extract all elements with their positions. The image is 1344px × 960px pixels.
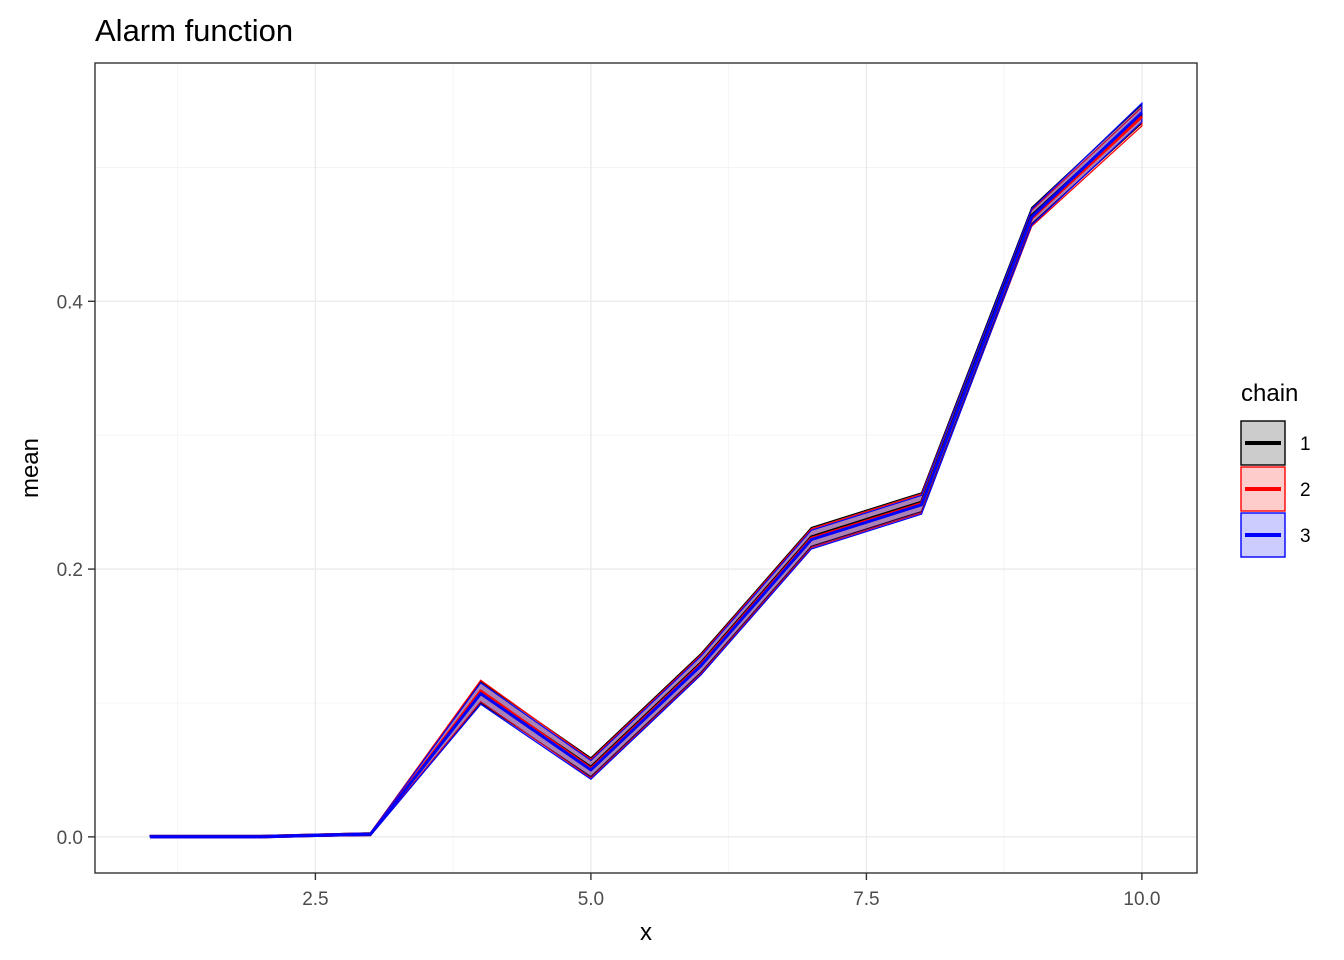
x-axis-title: x	[640, 919, 652, 946]
x-tick-label-2: 7.5	[853, 889, 879, 910]
legend-entry-3: 3	[1240, 512, 1311, 558]
line-chain-1	[150, 112, 1143, 839]
y-tick-label-0: 0.0	[57, 828, 83, 849]
x-tick-label-1: 5.0	[578, 889, 604, 910]
legend: chain 1 2 3	[1240, 380, 1311, 558]
minor-gridlines	[95, 63, 1197, 873]
legend-entry-1: 1	[1240, 420, 1311, 466]
line-chain-2	[150, 115, 1143, 839]
ribbon-chain-3	[149, 101, 1143, 838]
legend-title: chain	[1241, 380, 1298, 407]
confidence-ribbons	[149, 101, 1143, 838]
y-axis-title: mean	[17, 438, 44, 498]
y-tick-label-2: 0.4	[57, 292, 84, 313]
legend-label-3: 3	[1300, 526, 1311, 547]
legend-keys: 1 2 3	[1240, 420, 1311, 558]
x-axis-ticks: 2.5 5.0 7.5 10.0	[302, 873, 1160, 910]
series-lines	[150, 111, 1143, 839]
plot-panel-border	[94, 62, 1198, 874]
major-gridlines	[95, 63, 1197, 873]
legend-entry-2: 2	[1240, 466, 1311, 512]
legend-label-2: 2	[1300, 480, 1311, 501]
x-tick-label-0: 2.5	[302, 889, 328, 910]
y-tick-label-1: 0.2	[57, 560, 83, 581]
legend-label-1: 1	[1300, 434, 1311, 455]
line-chain-3	[150, 111, 1143, 839]
x-tick-label-3: 10.0	[1123, 889, 1160, 910]
y-axis-ticks: 0.0 0.2 0.4	[57, 292, 95, 849]
chart-title: Alarm function	[95, 13, 293, 48]
